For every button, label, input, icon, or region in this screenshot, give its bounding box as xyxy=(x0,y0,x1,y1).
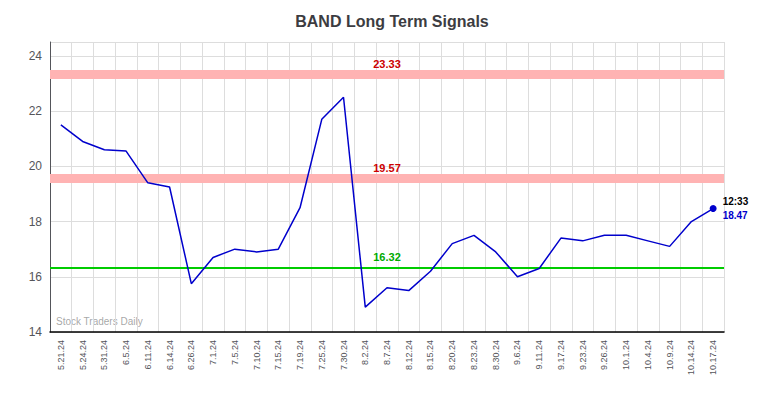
svg-text:BAND Long Term Signals: BAND Long Term Signals xyxy=(295,13,489,30)
svg-text:8.7.24: 8.7.24 xyxy=(382,340,392,365)
svg-text:9.26.24: 9.26.24 xyxy=(599,340,609,370)
svg-text:10.17.24: 10.17.24 xyxy=(708,340,718,375)
svg-text:16: 16 xyxy=(29,270,43,284)
svg-text:Stock Traders Daily: Stock Traders Daily xyxy=(56,316,143,327)
svg-text:7.10.24: 7.10.24 xyxy=(252,340,262,370)
svg-text:9.23.24: 9.23.24 xyxy=(578,340,588,370)
svg-text:7.25.24: 7.25.24 xyxy=(317,340,327,370)
svg-text:5.31.24: 5.31.24 xyxy=(99,340,109,370)
svg-text:16.32: 16.32 xyxy=(373,251,401,263)
svg-text:7.30.24: 7.30.24 xyxy=(339,340,349,370)
svg-text:8.20.24: 8.20.24 xyxy=(447,340,457,370)
svg-text:20: 20 xyxy=(29,159,43,173)
svg-text:6.14.24: 6.14.24 xyxy=(165,340,175,370)
svg-text:6.26.24: 6.26.24 xyxy=(186,340,196,370)
svg-text:10.4.24: 10.4.24 xyxy=(643,340,653,370)
svg-text:7.19.24: 7.19.24 xyxy=(295,340,305,370)
svg-text:14: 14 xyxy=(29,325,43,339)
svg-text:7.1.24: 7.1.24 xyxy=(208,340,218,365)
svg-text:10.9.24: 10.9.24 xyxy=(665,340,675,370)
svg-text:8.15.24: 8.15.24 xyxy=(425,340,435,370)
svg-text:9.11.24: 9.11.24 xyxy=(534,340,544,369)
svg-text:8.12.24: 8.12.24 xyxy=(404,340,414,370)
svg-text:6.5.24: 6.5.24 xyxy=(121,340,131,365)
svg-text:6.11.24: 6.11.24 xyxy=(143,340,153,369)
svg-text:10.14.24: 10.14.24 xyxy=(686,340,696,375)
svg-text:8.30.24: 8.30.24 xyxy=(491,340,501,370)
svg-text:9.17.24: 9.17.24 xyxy=(556,340,566,370)
svg-text:18.47: 18.47 xyxy=(723,210,748,221)
svg-text:5.21.24: 5.21.24 xyxy=(56,340,66,370)
svg-text:10.1.24: 10.1.24 xyxy=(621,340,631,370)
svg-text:22: 22 xyxy=(29,104,43,118)
svg-text:12:33: 12:33 xyxy=(723,196,749,207)
svg-text:18: 18 xyxy=(29,215,43,229)
svg-text:7.15.24: 7.15.24 xyxy=(273,340,283,370)
svg-text:23.33: 23.33 xyxy=(373,58,401,70)
svg-text:9.6.24: 9.6.24 xyxy=(512,340,522,365)
svg-text:24: 24 xyxy=(29,49,43,63)
svg-text:5.24.24: 5.24.24 xyxy=(78,340,88,370)
svg-text:19.57: 19.57 xyxy=(373,162,401,174)
svg-text:7.5.24: 7.5.24 xyxy=(230,340,240,365)
svg-text:8.2.24: 8.2.24 xyxy=(360,340,370,365)
svg-text:8.23.24: 8.23.24 xyxy=(469,340,479,370)
